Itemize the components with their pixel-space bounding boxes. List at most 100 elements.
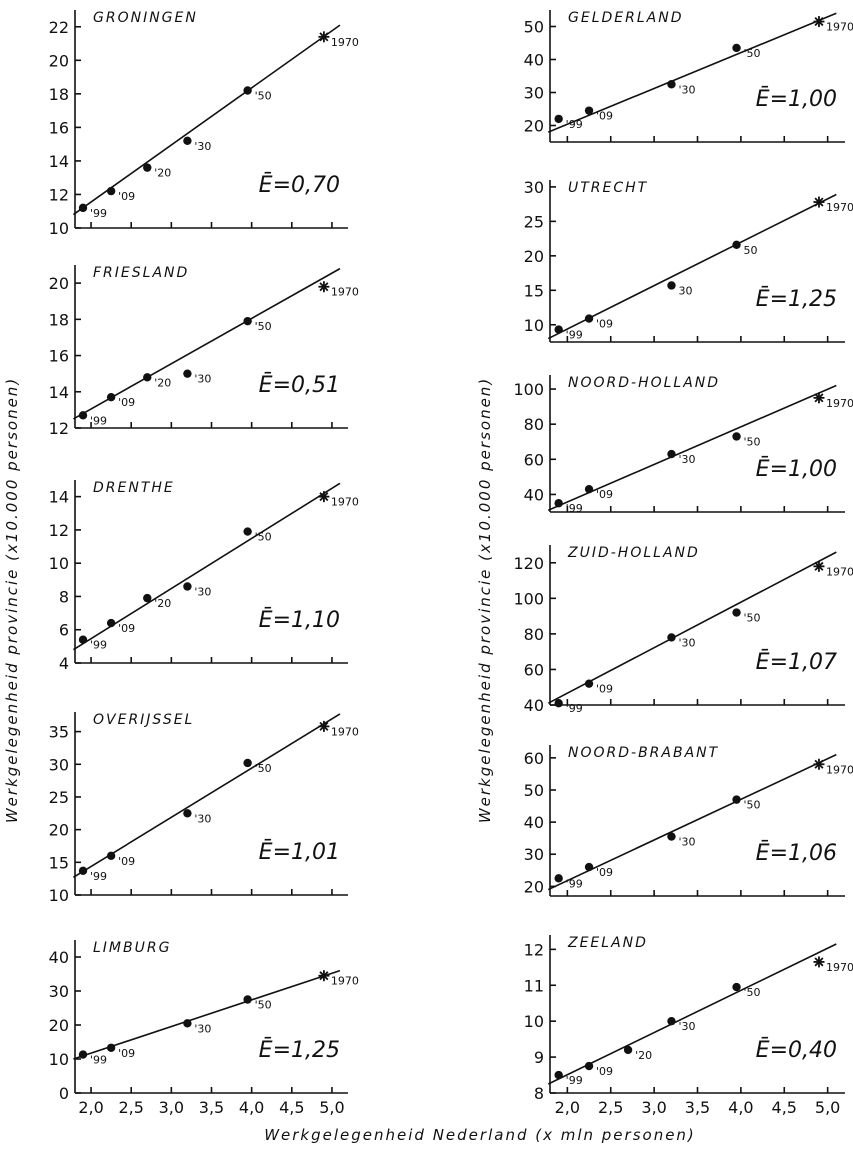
data-point-label: 50 <box>744 244 758 257</box>
elasticity-label: Ē=1,00 <box>756 87 837 112</box>
data-point <box>78 1050 88 1059</box>
regression-line <box>547 753 837 891</box>
data-point <box>732 43 741 53</box>
data-point-label: '99 <box>566 877 583 890</box>
data-point <box>554 499 563 508</box>
elasticity-label: Ē=1,06 <box>756 841 837 866</box>
data-point-label: '20 <box>154 167 171 180</box>
regression-line <box>73 267 341 420</box>
data-point <box>732 982 741 992</box>
data-point-star <box>813 16 825 28</box>
data-point <box>732 240 741 249</box>
data-point-label: '50 <box>744 47 761 60</box>
panel-title: NOORD-HOLLAND <box>568 375 720 391</box>
data-point-label: '09 <box>596 318 613 331</box>
data-point-label: '30 <box>194 1022 211 1035</box>
data-point <box>667 281 676 290</box>
y-tick-label: 100 <box>513 589 544 608</box>
data-point-label: '30 <box>194 140 211 153</box>
y-tick-label: 30 <box>524 845 544 864</box>
data-point-label: 1970 <box>331 725 359 738</box>
data-point-label: '09 <box>118 190 135 203</box>
data-point <box>554 1070 563 1080</box>
regression-line <box>547 193 837 340</box>
y-axis-label-left: Werkgelegenheid provincie (x10.000 perso… <box>3 377 21 823</box>
y-tick-label: 40 <box>524 51 544 70</box>
y-tick-label: 50 <box>524 781 544 800</box>
regression-line <box>72 482 341 651</box>
elasticity-label: Ē=1,25 <box>756 287 837 312</box>
y-tick-label: 4 <box>59 654 69 673</box>
data-point-label: 1970 <box>826 961 853 974</box>
data-point <box>78 411 88 420</box>
y-tick-label: 60 <box>524 749 544 768</box>
data-point-label: '09 <box>596 110 613 123</box>
data-point-label: '09 <box>118 1047 135 1060</box>
y-tick-label: 40 <box>524 813 544 832</box>
data-point <box>78 866 88 876</box>
data-point-label: '99 <box>90 639 107 652</box>
panel-friesland: 12 14 16 18 20 FRIESLAND Ē=0,51 '99 '09 '20 '30 '50… <box>49 265 359 438</box>
data-point <box>183 1019 192 1028</box>
y-tick-label: 10 <box>49 219 69 238</box>
data-point-label: 1970 <box>826 565 853 578</box>
y-tick-label: 20 <box>524 117 544 136</box>
data-point <box>243 995 252 1004</box>
elasticity-label: Ē=1,25 <box>259 1038 340 1063</box>
data-point <box>106 186 116 196</box>
y-tick-label: 80 <box>524 625 544 644</box>
x-axis-label: Werkgelegenheid Nederland (x mln persone… <box>264 1126 696 1144</box>
x-tick-label: 2,5 <box>598 1098 623 1117</box>
data-point <box>183 582 192 591</box>
data-point-label: 1970 <box>331 286 359 299</box>
x-tick-label: 2,0 <box>78 1098 103 1117</box>
panel-title: LIMBURG <box>93 940 171 956</box>
data-point-label: '50 <box>255 320 272 333</box>
y-tick-label: 14 <box>49 383 69 402</box>
y-tick-label: 100 <box>513 380 544 399</box>
panel-overijssel: 10 15 20 25 30 35 OVERIJSSEL Ē=1,01 '99 '09 '30 '50… <box>49 712 359 905</box>
y-tick-label: 30 <box>524 178 544 197</box>
data-point-label: '20 <box>154 376 171 389</box>
data-point <box>623 1045 633 1055</box>
data-point-star <box>813 196 825 208</box>
x-tick-label: 5,0 <box>319 1098 344 1117</box>
panel-groningen: 10 12 14 16 18 20 22 GRONINGEN Ē=0,70 '99 '09 '20 '3… <box>49 10 359 238</box>
data-point-label: '99 <box>90 414 107 427</box>
data-point <box>106 851 116 860</box>
elasticity-label: Ē=1,01 <box>259 840 340 865</box>
y-tick-label: 10 <box>524 316 544 335</box>
x-tick-label: 3,0 <box>159 1098 184 1117</box>
data-point <box>554 325 563 334</box>
data-point-label: '50 <box>744 435 761 448</box>
regression-line <box>72 24 341 216</box>
data-point <box>183 809 192 818</box>
data-point <box>106 393 116 402</box>
y-tick-label: 8 <box>59 587 69 606</box>
regression-line <box>73 969 341 1060</box>
data-point-label: '99 <box>90 870 107 883</box>
data-point <box>584 484 594 494</box>
y-tick-label: 25 <box>49 788 69 807</box>
y-tick-label: 40 <box>524 485 544 504</box>
data-point-label: '99 <box>566 329 583 342</box>
x-tick-label: 3,5 <box>685 1098 710 1117</box>
data-point <box>732 608 741 617</box>
regression-line <box>547 12 837 133</box>
x-tick-label: 4,5 <box>772 1098 797 1117</box>
data-point <box>143 163 152 172</box>
data-point <box>106 618 116 628</box>
data-point-star <box>318 281 330 293</box>
data-point-label: '09 <box>596 1065 613 1078</box>
data-point-label: '30 <box>678 836 695 849</box>
panel-zuid-holland: 40 60 80 100 120 ZUID-HOLLAND Ē=1,07 '99 '09 '30 '… <box>513 545 853 715</box>
y-tick-label: 10 <box>49 1050 69 1069</box>
y-tick-label: 20 <box>49 1016 69 1035</box>
data-point <box>584 679 594 688</box>
y-tick-label: 20 <box>524 247 544 266</box>
y-tick-label: 15 <box>49 853 69 872</box>
panel-title: ZUID-HOLLAND <box>567 545 700 561</box>
y-tick-label: 22 <box>49 18 69 37</box>
data-point-star <box>813 560 825 572</box>
y-axis-label-right: Werkgelegenheid provincie (x10.000 perso… <box>476 377 494 823</box>
